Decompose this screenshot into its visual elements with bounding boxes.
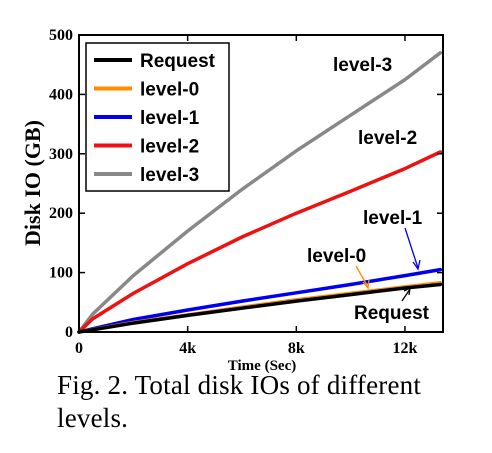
annotation-level-0: level-0 — [307, 246, 366, 267]
x-tick-label: 8k — [288, 340, 305, 357]
y-tick-label: 300 — [49, 146, 73, 163]
legend-label-level-1: level-1 — [140, 108, 200, 129]
y-tick-label: 0 — [65, 324, 73, 341]
x-tick-label: 4k — [179, 340, 196, 357]
annotation-arrows — [355, 227, 421, 302]
y-tick-label: 500 — [49, 27, 73, 44]
level-0-arrowhead — [362, 279, 370, 290]
annotation-level-1: level-1 — [363, 208, 423, 229]
y-tick-label: 100 — [49, 265, 73, 282]
annotation-level-3: level-3 — [333, 55, 392, 76]
y-tick-label: 400 — [49, 86, 73, 103]
request-arrowhead — [403, 286, 411, 296]
series-line-request — [77, 282, 443, 334]
legend-label-level-0: level-0 — [140, 80, 199, 101]
legend-label-request: Request — [140, 51, 216, 72]
request-arrow — [401, 288, 411, 302]
x-axis-title: Time (Sec) — [228, 358, 296, 374]
y-tick-label: 200 — [49, 205, 73, 222]
level-1-arrow — [404, 227, 419, 269]
level-0-arrow — [355, 265, 369, 288]
figure-caption: Fig. 2. Total disk IOs of different leve… — [57, 370, 422, 433]
plot-frame — [78, 34, 444, 333]
axis-ticks: 0 100 200 300 400 500 0 4k 8k 12k — [49, 27, 443, 357]
series-line-level-2 — [77, 150, 443, 334]
series-line-level-3 — [77, 51, 443, 334]
y-axis-title: Disk IO (GB) — [20, 120, 45, 246]
annotation-request: Request — [354, 303, 430, 324]
series-lines — [77, 51, 443, 334]
x-tick-label: 12k — [393, 340, 418, 357]
legend: Request level-0 level-1 level-2 level-3 — [85, 42, 230, 192]
series-line-level-1 — [77, 267, 443, 334]
x-tick-label: 0 — [75, 340, 83, 357]
legend-label-level-3: level-3 — [140, 165, 199, 186]
legend-label-level-2: level-2 — [140, 137, 199, 158]
annotation-level-2: level-2 — [358, 128, 417, 149]
level-1-arrowhead — [412, 259, 421, 271]
